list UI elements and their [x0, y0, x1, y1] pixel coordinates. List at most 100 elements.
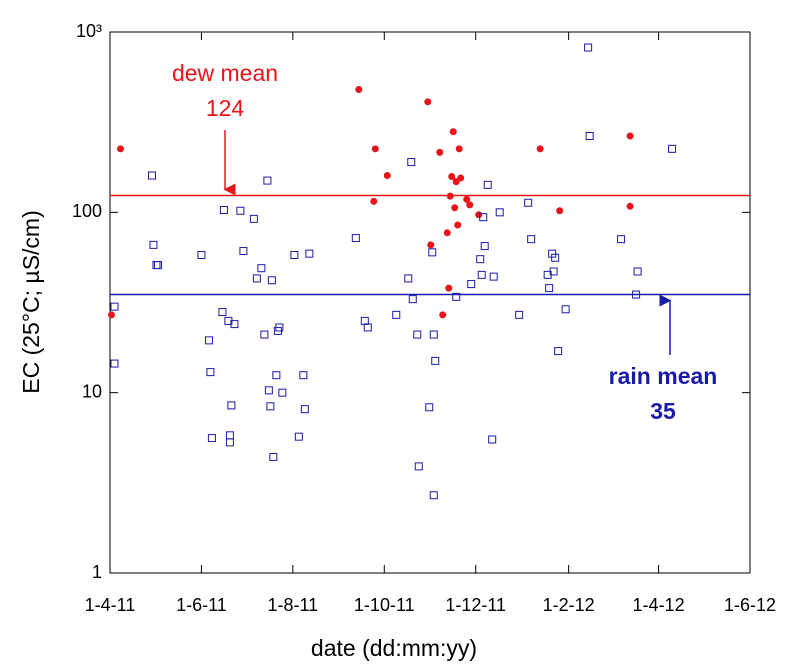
rain-point [360, 316, 369, 325]
rain-point [477, 270, 486, 279]
rain-point [668, 144, 677, 153]
x-axis-label: date (dd:mm:yy) [311, 635, 477, 661]
rain-point [227, 401, 236, 410]
rain-point [230, 320, 239, 329]
rain-point [524, 198, 533, 207]
annotation-label: rain mean [609, 363, 718, 389]
rain-point [260, 330, 269, 339]
annotation-value: 124 [206, 95, 245, 121]
rain-point [207, 434, 216, 443]
dew-point [107, 311, 115, 319]
rain-point [225, 431, 234, 440]
rain-point [305, 249, 314, 258]
dew-point [116, 145, 124, 153]
rain-point [414, 462, 423, 471]
rain-point [266, 402, 275, 411]
rain-point [561, 305, 570, 314]
rain-point [267, 276, 276, 285]
rain-point [294, 432, 303, 441]
rain-point [404, 274, 413, 283]
rain-point [219, 206, 228, 215]
x-tick-label: 1-8-11 [268, 595, 319, 615]
dew-point [424, 98, 432, 106]
rain-point [527, 235, 536, 244]
rain-point [489, 272, 498, 281]
rain-point [429, 330, 438, 339]
rain-point [147, 171, 156, 180]
dew-point [448, 173, 456, 181]
rain-point [480, 242, 489, 251]
rain-point [585, 132, 594, 141]
dew-point [454, 221, 462, 229]
rain-point [467, 280, 476, 289]
dew-point [436, 148, 444, 156]
y-tick-label: 10 [82, 381, 102, 401]
dew-point [355, 85, 363, 93]
rain-point [290, 250, 299, 259]
rain-point [488, 435, 497, 444]
x-tick-label: 1-2-12 [543, 595, 595, 615]
rain-point [252, 274, 261, 283]
rain-point [584, 43, 593, 52]
rain-point [206, 368, 215, 377]
rain-point [264, 386, 273, 395]
rain-point [551, 253, 560, 262]
rain-point [239, 247, 248, 256]
rain-point [428, 248, 437, 257]
rain-point [545, 284, 554, 293]
dew-point [475, 211, 483, 219]
dew-point [439, 311, 447, 319]
dew-point [446, 192, 454, 200]
x-tick-label: 1-6-11 [176, 595, 227, 615]
rain-point [197, 250, 206, 259]
rain-point [633, 267, 642, 276]
rain-point [429, 491, 438, 500]
dew-point [383, 172, 391, 180]
rain-point [452, 292, 461, 301]
x-tick-label: 1-6-12 [724, 595, 776, 615]
rain-point [218, 308, 227, 317]
dew-point [626, 132, 634, 140]
x-tick-label: 1-4-12 [633, 595, 685, 615]
dew-point [445, 284, 453, 292]
rain-point [300, 405, 309, 414]
rain-point [275, 323, 284, 332]
rain-point [272, 371, 281, 380]
rain-point [548, 249, 557, 258]
dew-point [536, 145, 544, 153]
rain-point [495, 208, 504, 217]
rain-point [483, 180, 492, 189]
dew-point [466, 201, 474, 209]
dew-point [463, 195, 471, 203]
rain-point [554, 347, 563, 356]
annotation-label: dew mean [172, 60, 278, 86]
dew-point [370, 197, 378, 205]
dew-point [451, 204, 459, 212]
rain-point [425, 403, 434, 412]
rain-point [351, 234, 360, 243]
rain-point [413, 330, 422, 339]
rain-point [153, 261, 162, 270]
annotation-value: 35 [650, 398, 676, 424]
x-tick-label: 1-12-11 [445, 595, 506, 615]
y-tick-label: 1 [92, 562, 102, 582]
rain-point [632, 290, 641, 299]
dew-point [626, 202, 634, 210]
rain-point [479, 213, 488, 222]
y-tick-label: 100 [72, 201, 102, 221]
rain-point [110, 359, 119, 368]
rain-point [515, 310, 524, 319]
rain-point [617, 235, 626, 244]
rain-point [149, 240, 158, 249]
x-tick-label: 1-4-11 [85, 595, 136, 615]
rain-point [236, 206, 245, 215]
y-tick-label: 10³ [76, 21, 102, 41]
rain-point [257, 264, 266, 273]
rain-point [278, 388, 287, 397]
rain-point [299, 371, 308, 380]
rain-point [408, 295, 417, 304]
dew-point [457, 174, 465, 182]
dew-point [455, 145, 463, 153]
rain-point [549, 267, 558, 276]
rain-point [204, 336, 213, 345]
